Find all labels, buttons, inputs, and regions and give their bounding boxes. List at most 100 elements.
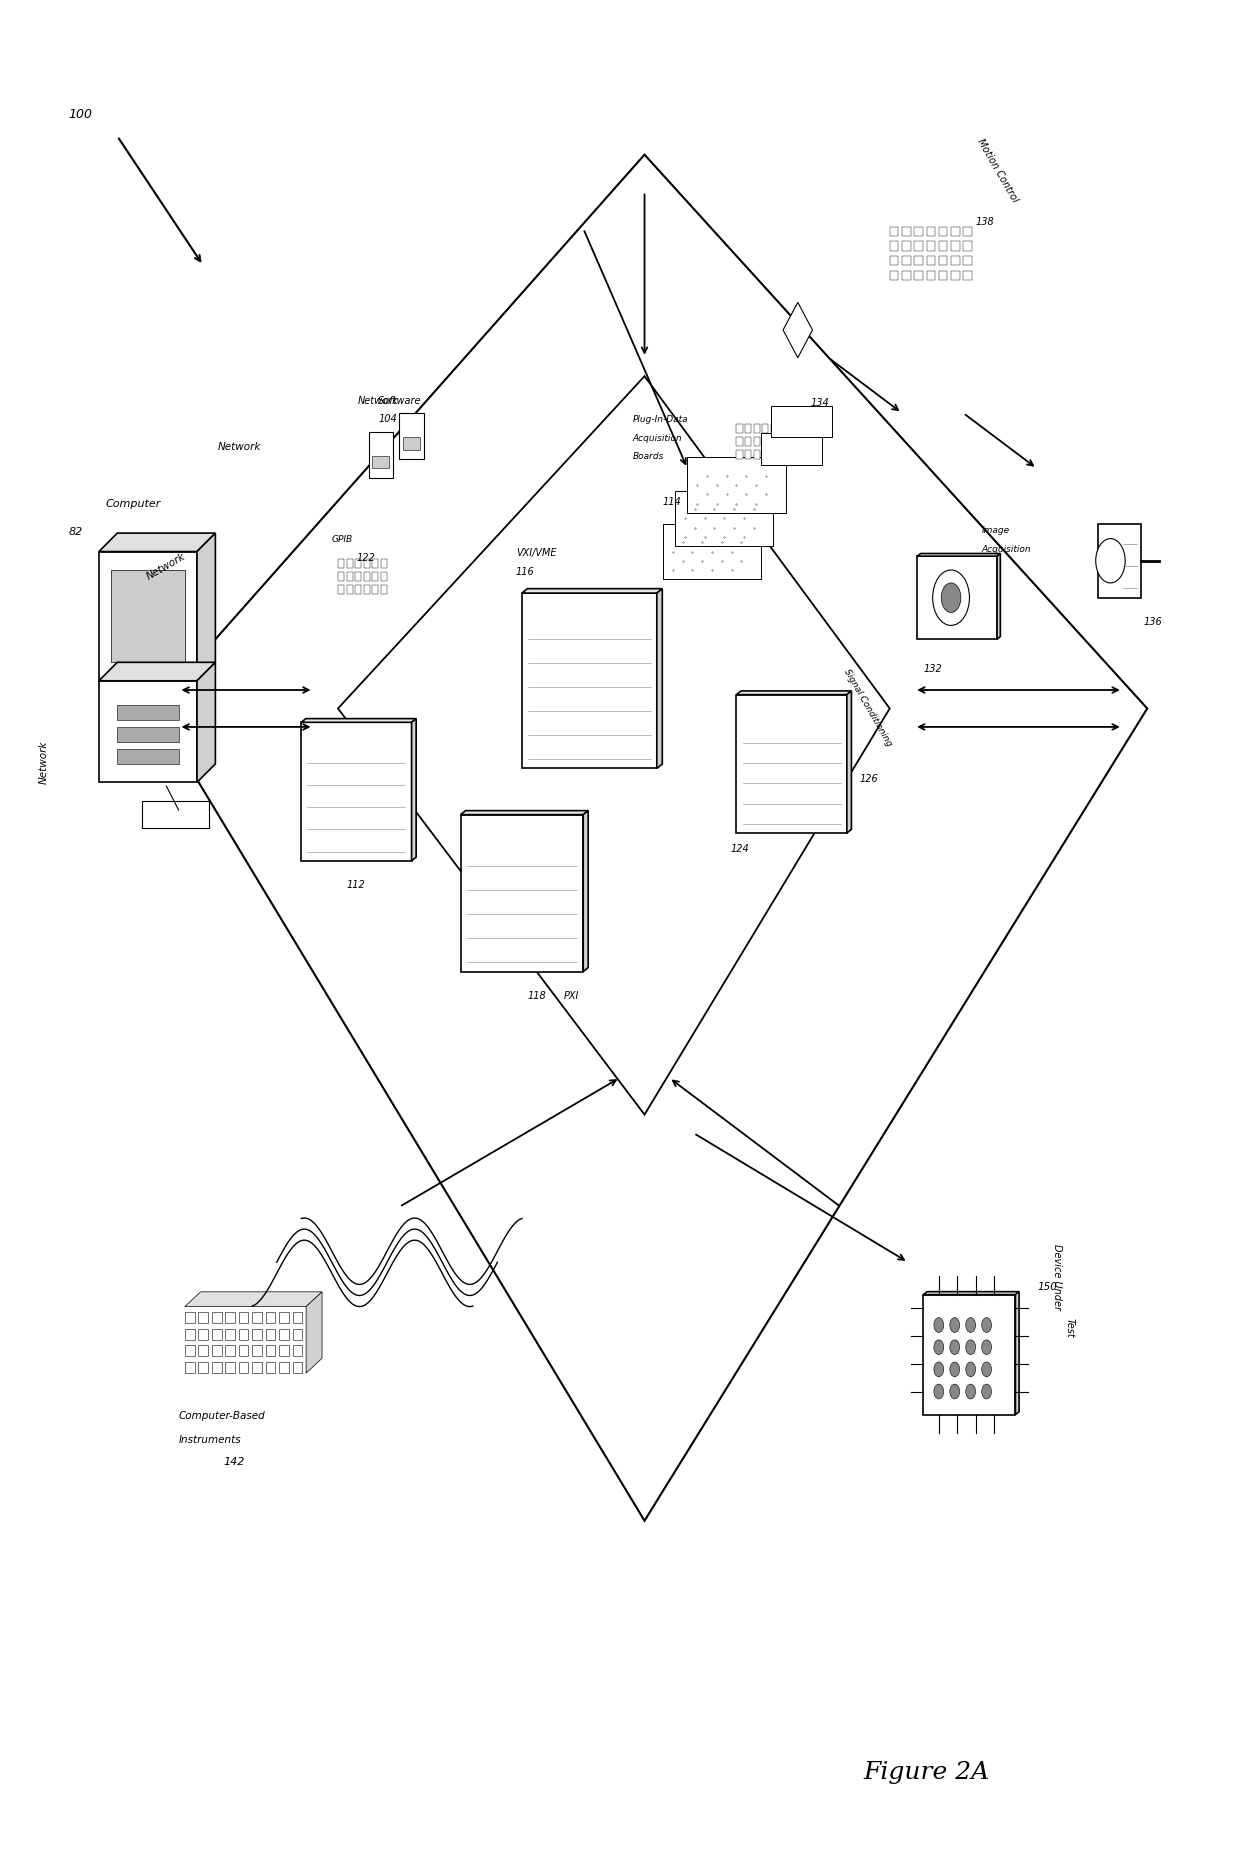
Polygon shape (112, 569, 185, 662)
Text: 142: 142 (223, 1458, 244, 1468)
Polygon shape (890, 242, 898, 251)
Polygon shape (771, 450, 777, 459)
Polygon shape (381, 571, 387, 580)
Polygon shape (99, 534, 216, 552)
Polygon shape (346, 560, 352, 567)
Polygon shape (118, 705, 179, 720)
Polygon shape (293, 1311, 303, 1322)
Polygon shape (197, 662, 216, 783)
Polygon shape (784, 303, 812, 357)
Polygon shape (198, 1328, 208, 1339)
Text: Signal Conditioning: Signal Conditioning (842, 668, 894, 748)
Polygon shape (265, 1328, 275, 1339)
Polygon shape (372, 560, 378, 567)
Polygon shape (1016, 1291, 1019, 1415)
Polygon shape (951, 242, 960, 251)
Polygon shape (914, 242, 923, 251)
Polygon shape (737, 424, 743, 433)
Circle shape (932, 569, 970, 625)
Polygon shape (763, 450, 769, 459)
Polygon shape (687, 458, 785, 513)
Polygon shape (399, 413, 424, 459)
Polygon shape (403, 437, 420, 450)
Polygon shape (963, 242, 972, 251)
Polygon shape (522, 588, 662, 593)
Polygon shape (745, 437, 751, 446)
Text: Network: Network (218, 443, 262, 452)
Polygon shape (890, 257, 898, 266)
Circle shape (982, 1362, 992, 1376)
Polygon shape (355, 560, 361, 567)
Polygon shape (346, 584, 352, 593)
Polygon shape (918, 554, 1001, 556)
Circle shape (950, 1362, 960, 1376)
Polygon shape (901, 242, 910, 251)
Polygon shape (265, 1311, 275, 1322)
Polygon shape (737, 694, 847, 833)
Polygon shape (951, 272, 960, 281)
Polygon shape (737, 450, 743, 459)
Polygon shape (522, 593, 657, 768)
Circle shape (966, 1317, 976, 1332)
Polygon shape (663, 525, 761, 578)
Polygon shape (279, 1311, 289, 1322)
Polygon shape (745, 450, 751, 459)
Text: Acquisition: Acquisition (982, 545, 1032, 554)
Polygon shape (890, 227, 898, 236)
Text: Software: Software (377, 396, 422, 405)
Polygon shape (901, 272, 910, 281)
Text: 104: 104 (378, 415, 397, 424)
Text: 118: 118 (528, 991, 547, 1001)
Polygon shape (914, 257, 923, 266)
Polygon shape (763, 437, 769, 446)
Polygon shape (185, 1293, 322, 1306)
Text: Computer: Computer (105, 498, 160, 510)
Polygon shape (301, 722, 412, 861)
Polygon shape (381, 584, 387, 593)
Polygon shape (939, 272, 947, 281)
Polygon shape (771, 424, 777, 433)
Polygon shape (339, 584, 345, 593)
Polygon shape (771, 437, 777, 446)
Text: Boards: Boards (632, 452, 663, 461)
Text: VXI/VME: VXI/VME (516, 549, 557, 558)
Polygon shape (761, 433, 822, 465)
Polygon shape (583, 811, 588, 971)
Polygon shape (226, 1345, 236, 1356)
Polygon shape (363, 584, 370, 593)
Polygon shape (951, 227, 960, 236)
Polygon shape (293, 1328, 303, 1339)
Polygon shape (926, 272, 935, 281)
Polygon shape (293, 1345, 303, 1356)
Text: Computer-Based: Computer-Based (179, 1412, 265, 1421)
Polygon shape (118, 750, 179, 764)
Polygon shape (185, 1328, 195, 1339)
Polygon shape (363, 571, 370, 580)
Polygon shape (252, 1328, 262, 1339)
Polygon shape (252, 1362, 262, 1373)
Polygon shape (901, 227, 910, 236)
Polygon shape (914, 272, 923, 281)
Circle shape (982, 1317, 992, 1332)
Polygon shape (355, 584, 361, 593)
Polygon shape (355, 571, 361, 580)
Text: PXI: PXI (563, 991, 579, 1001)
Polygon shape (198, 1311, 208, 1322)
Circle shape (1096, 539, 1125, 582)
Polygon shape (226, 1362, 236, 1373)
Circle shape (950, 1317, 960, 1332)
Polygon shape (926, 242, 935, 251)
Polygon shape (460, 815, 583, 971)
Text: 112: 112 (347, 880, 366, 891)
Circle shape (941, 582, 961, 612)
Text: GPIB: GPIB (332, 536, 353, 545)
Circle shape (982, 1384, 992, 1399)
Circle shape (950, 1384, 960, 1399)
Polygon shape (372, 571, 378, 580)
Polygon shape (763, 424, 769, 433)
Polygon shape (99, 681, 197, 783)
Polygon shape (265, 1345, 275, 1356)
Polygon shape (198, 1345, 208, 1356)
Text: 138: 138 (976, 218, 994, 227)
Polygon shape (924, 1291, 1019, 1295)
